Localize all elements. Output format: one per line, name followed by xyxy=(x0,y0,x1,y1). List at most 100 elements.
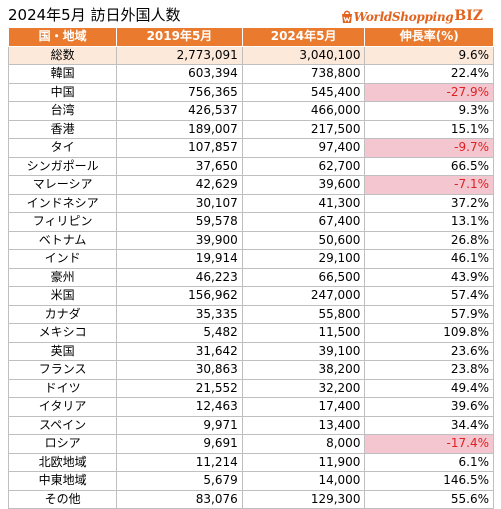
growth-cell: 49.4% xyxy=(364,378,494,398)
growth-cell: -9.7% xyxy=(364,138,494,158)
value-2024-cell: 62,700 xyxy=(241,156,366,176)
column-header-2019: 2019年5月 xyxy=(116,27,243,47)
table-row: スペイン 9,971 13,400 34.4% xyxy=(7,415,494,435)
value-2024-cell: 32,200 xyxy=(241,378,366,398)
table-row: 豪州 46,223 66,500 43.9% xyxy=(7,267,494,287)
table-row: 韓国 603,394 738,800 22.4% xyxy=(7,64,494,84)
region-cell: インド xyxy=(7,249,118,269)
growth-cell: 57.4% xyxy=(364,286,494,306)
region-cell: スペイン xyxy=(7,415,118,435)
growth-cell: 34.4% xyxy=(364,415,494,435)
total-row: 総数 2,773,091 3,040,100 9.6% xyxy=(7,45,494,65)
table-row: メキシコ 5,482 11,500 109.8% xyxy=(7,323,494,343)
region-cell: 台湾 xyxy=(7,101,118,121)
value-2024-cell: 13,400 xyxy=(241,415,366,435)
table-row: 英国 31,642 39,100 23.6% xyxy=(7,341,494,361)
value-2019-cell: 46,223 xyxy=(116,267,243,287)
value-2019-cell: 83,076 xyxy=(116,489,243,509)
table-row: イタリア 12,463 17,400 39.6% xyxy=(7,397,494,417)
growth-cell: 23.8% xyxy=(364,360,494,380)
value-2019-cell: 42,629 xyxy=(116,175,243,195)
value-2019-cell: 5,482 xyxy=(116,323,243,343)
value-2024-cell: 545,400 xyxy=(241,82,366,102)
value-2024-cell: 38,200 xyxy=(241,360,366,380)
value-2024-cell: 738,800 xyxy=(241,64,366,84)
value-2024-cell: 8,000 xyxy=(241,434,366,454)
value-2019-cell: 37,650 xyxy=(116,156,243,176)
growth-cell: 109.8% xyxy=(364,323,494,343)
value-2019-cell: 5,679 xyxy=(116,471,243,491)
growth-cell: 37.2% xyxy=(364,193,494,213)
region-cell: その他 xyxy=(7,489,118,509)
value-2024-cell: 39,600 xyxy=(241,175,366,195)
logo-text: WorldShopping xyxy=(353,10,454,24)
region-cell: 北欧地域 xyxy=(7,452,118,472)
table-header-row: 国・地域 2019年5月 2024年5月 伸長率(%) xyxy=(7,27,494,47)
table-row: インド 19,914 29,100 46.1% xyxy=(7,249,494,269)
growth-cell: -7.1% xyxy=(364,175,494,195)
value-2019-cell: 11,214 xyxy=(116,452,243,472)
value-2019-cell: 12,463 xyxy=(116,397,243,417)
value-2019-cell: 756,365 xyxy=(116,82,243,102)
value-2024-cell: 14,000 xyxy=(241,471,366,491)
region-cell: ベトナム xyxy=(7,230,118,250)
table-row: マレーシア 42,629 39,600 -7.1% xyxy=(7,175,494,195)
value-2019-cell: 107,857 xyxy=(116,138,243,158)
growth-cell: 57.9% xyxy=(364,304,494,324)
region-cell: ドイツ xyxy=(7,378,118,398)
column-header-growth: 伸長率(%) xyxy=(364,27,494,47)
value-2019-cell: 603,394 xyxy=(116,64,243,84)
growth-cell: 9.3% xyxy=(364,101,494,121)
growth-cell: 26.8% xyxy=(364,230,494,250)
table-row: インドネシア 30,107 41,300 37.2% xyxy=(7,193,494,213)
value-2019-cell: 156,962 xyxy=(116,286,243,306)
table-row: ベトナム 39,900 50,600 26.8% xyxy=(7,230,494,250)
page-title: 2024年5月 訪日外国人数 xyxy=(8,6,181,24)
region-cell: メキシコ xyxy=(7,323,118,343)
growth-cell: 55.6% xyxy=(364,489,494,509)
region-cell: 総数 xyxy=(7,45,118,65)
value-2019-cell: 19,914 xyxy=(116,249,243,269)
value-2024-cell: 17,400 xyxy=(241,397,366,417)
table-row: カナダ 35,335 55,800 57.9% xyxy=(7,304,494,324)
table-row: タイ 107,857 97,400 -9.7% xyxy=(7,138,494,158)
region-cell: カナダ xyxy=(7,304,118,324)
value-2019-cell: 59,578 xyxy=(116,212,243,232)
value-2024-cell: 39,100 xyxy=(241,341,366,361)
value-2019-cell: 31,642 xyxy=(116,341,243,361)
value-2019-cell: 9,971 xyxy=(116,415,243,435)
value-2024-cell: 66,500 xyxy=(241,267,366,287)
table-row: 北欧地域 11,214 11,900 6.1% xyxy=(7,452,494,472)
value-2024-cell: 466,000 xyxy=(241,101,366,121)
table-row: ドイツ 21,552 32,200 49.4% xyxy=(7,378,494,398)
value-2019-cell: 2,773,091 xyxy=(116,45,243,65)
growth-cell: 43.9% xyxy=(364,267,494,287)
growth-cell: 6.1% xyxy=(364,452,494,472)
value-2024-cell: 129,300 xyxy=(241,489,366,509)
region-cell: 英国 xyxy=(7,341,118,361)
value-2019-cell: 21,552 xyxy=(116,378,243,398)
value-2024-cell: 50,600 xyxy=(241,230,366,250)
region-cell: 中東地域 xyxy=(7,471,118,491)
growth-cell: 13.1% xyxy=(364,212,494,232)
region-cell: フィリピン xyxy=(7,212,118,232)
growth-cell: -17.4% xyxy=(364,434,494,454)
growth-cell: 46.1% xyxy=(364,249,494,269)
table-row: 香港 189,007 217,500 15.1% xyxy=(7,119,494,139)
region-cell: 豪州 xyxy=(7,267,118,287)
value-2024-cell: 217,500 xyxy=(241,119,366,139)
table-row: フランス 30,863 38,200 23.8% xyxy=(7,360,494,380)
logo-suffix: BIZ xyxy=(454,8,483,24)
value-2024-cell: 247,000 xyxy=(241,286,366,306)
value-2019-cell: 30,863 xyxy=(116,360,243,380)
column-header-region: 国・地域 xyxy=(7,27,118,47)
region-cell: タイ xyxy=(7,138,118,158)
value-2024-cell: 41,300 xyxy=(241,193,366,213)
region-cell: マレーシア xyxy=(7,175,118,195)
growth-cell: 23.6% xyxy=(364,341,494,361)
growth-cell: 9.6% xyxy=(364,45,494,65)
region-cell: イタリア xyxy=(7,397,118,417)
growth-cell: 15.1% xyxy=(364,119,494,139)
value-2019-cell: 39,900 xyxy=(116,230,243,250)
value-2024-cell: 67,400 xyxy=(241,212,366,232)
